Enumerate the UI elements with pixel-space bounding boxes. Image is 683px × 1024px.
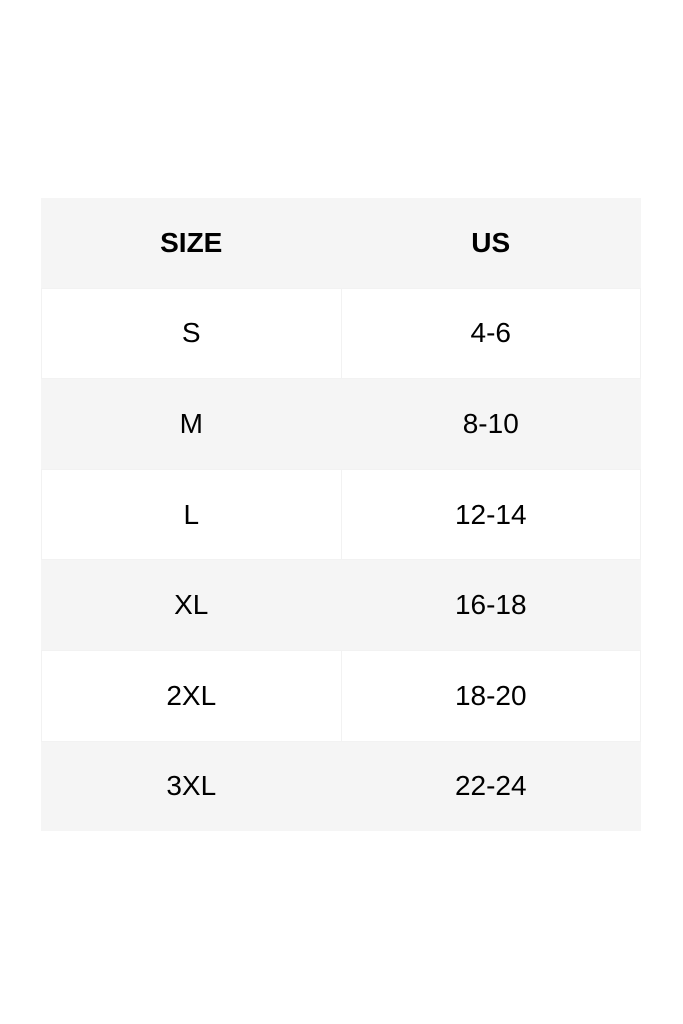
us-cell: 22-24 bbox=[341, 741, 641, 832]
us-cell: 8-10 bbox=[341, 378, 641, 470]
size-cell: XL bbox=[41, 559, 341, 651]
table-row: 3XL 22-24 bbox=[41, 741, 641, 832]
table-row: XL 16-18 bbox=[41, 559, 641, 651]
size-cell: S bbox=[41, 287, 342, 380]
size-chart-table: SIZE US S 4-6 M 8-10 L 12-14 XL 16-18 2X… bbox=[41, 198, 641, 832]
us-cell: 4-6 bbox=[340, 287, 641, 380]
table-row: S 4-6 bbox=[41, 287, 641, 380]
size-cell: 3XL bbox=[41, 741, 341, 832]
header-size: SIZE bbox=[41, 198, 341, 289]
table-row: M 8-10 bbox=[41, 378, 641, 470]
header-us: US bbox=[341, 198, 641, 289]
table-row: L 12-14 bbox=[41, 468, 641, 561]
size-cell: 2XL bbox=[41, 649, 342, 742]
size-cell: L bbox=[41, 468, 342, 561]
size-cell: M bbox=[41, 378, 341, 470]
header-row: SIZE US bbox=[41, 198, 641, 289]
us-cell: 12-14 bbox=[340, 468, 641, 561]
us-cell: 16-18 bbox=[341, 559, 641, 651]
table-row: 2XL 18-20 bbox=[41, 649, 641, 742]
us-cell: 18-20 bbox=[340, 649, 641, 742]
